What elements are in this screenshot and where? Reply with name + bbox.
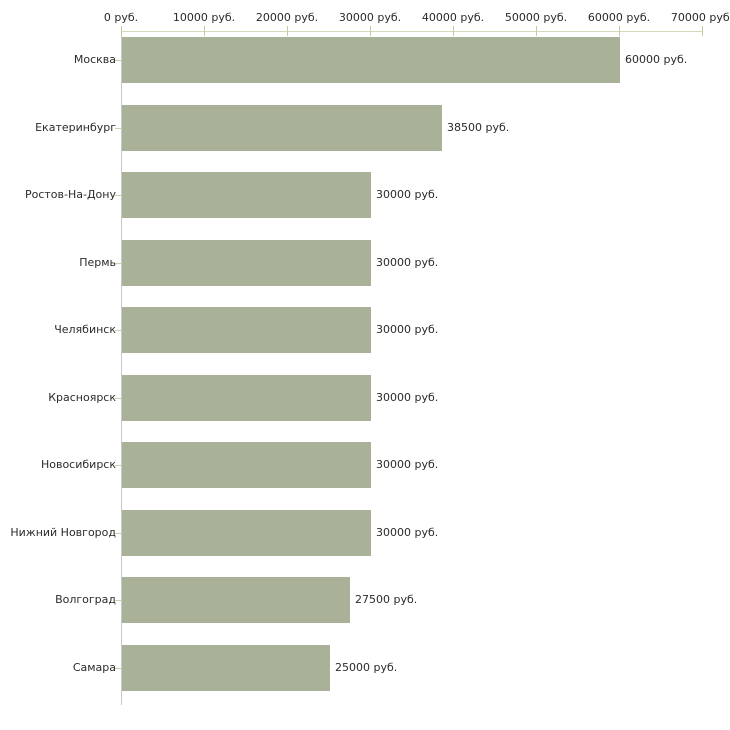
bar-6 bbox=[122, 375, 371, 421]
y-category-label: Самара bbox=[72, 661, 116, 674]
bar-9 bbox=[122, 577, 350, 623]
y-tick-mark bbox=[115, 600, 121, 601]
y-category-label: Волгоград bbox=[55, 593, 116, 606]
bar-5 bbox=[122, 307, 371, 353]
x-tick-mark bbox=[370, 26, 371, 36]
x-tick-label: 40000 руб. bbox=[421, 11, 485, 24]
y-tick-mark bbox=[115, 263, 121, 264]
x-tick-mark bbox=[536, 26, 537, 36]
x-tick-mark bbox=[453, 26, 454, 36]
y-category-label: Красноярск bbox=[48, 391, 116, 404]
bar-3 bbox=[122, 172, 371, 218]
bar-4 bbox=[122, 240, 371, 286]
y-category-label: Екатеринбург bbox=[35, 121, 116, 134]
bar-8 bbox=[122, 510, 371, 556]
y-tick-mark bbox=[115, 330, 121, 331]
x-tick-label: 30000 руб. bbox=[338, 11, 402, 24]
bar-value-label: 30000 руб. bbox=[376, 391, 439, 404]
y-tick-mark bbox=[115, 195, 121, 196]
bar-value-label: 30000 руб. bbox=[376, 256, 439, 269]
bar-10 bbox=[122, 645, 330, 691]
x-tick-label: 0 руб. bbox=[103, 11, 139, 24]
y-tick-mark bbox=[115, 668, 121, 669]
y-category-label: Нижний Новгород bbox=[10, 526, 116, 539]
bar-value-label: 27500 руб. bbox=[355, 593, 418, 606]
y-tick-mark bbox=[115, 465, 121, 466]
y-category-label: Ростов-На-Дону bbox=[24, 188, 116, 201]
y-category-label: Новосибирск bbox=[40, 458, 116, 471]
x-tick-mark bbox=[619, 26, 620, 36]
x-tick-label: 20000 руб. bbox=[255, 11, 319, 24]
bar-2 bbox=[122, 105, 442, 151]
x-axis-line bbox=[121, 31, 703, 32]
x-tick-mark bbox=[702, 26, 703, 36]
bar-value-label: 30000 руб. bbox=[376, 526, 439, 539]
bar-value-label: 30000 руб. bbox=[376, 188, 439, 201]
x-tick-label: 70000 руб. bbox=[670, 11, 730, 24]
x-tick-label: 50000 руб. bbox=[504, 11, 568, 24]
y-tick-mark bbox=[115, 60, 121, 61]
x-tick-mark bbox=[121, 26, 122, 36]
y-category-label: Челябинск bbox=[54, 323, 116, 336]
bar-value-label: 30000 руб. bbox=[376, 323, 439, 336]
y-category-label: Москва bbox=[73, 53, 116, 66]
x-tick-mark bbox=[204, 26, 205, 36]
bar-7 bbox=[122, 442, 371, 488]
bar-value-label: 60000 руб. bbox=[625, 53, 688, 66]
x-tick-label: 60000 руб. bbox=[587, 11, 651, 24]
bar-1 bbox=[122, 37, 620, 83]
y-axis-line bbox=[121, 31, 122, 705]
y-tick-mark bbox=[115, 398, 121, 399]
x-tick-mark bbox=[287, 26, 288, 36]
y-tick-mark bbox=[115, 533, 121, 534]
y-category-label: Пермь bbox=[79, 256, 116, 269]
x-tick-label: 10000 руб. bbox=[172, 11, 236, 24]
y-tick-mark bbox=[115, 128, 121, 129]
bar-value-label: 38500 руб. bbox=[447, 121, 510, 134]
bar-value-label: 30000 руб. bbox=[376, 458, 439, 471]
bar-value-label: 25000 руб. bbox=[335, 661, 398, 674]
